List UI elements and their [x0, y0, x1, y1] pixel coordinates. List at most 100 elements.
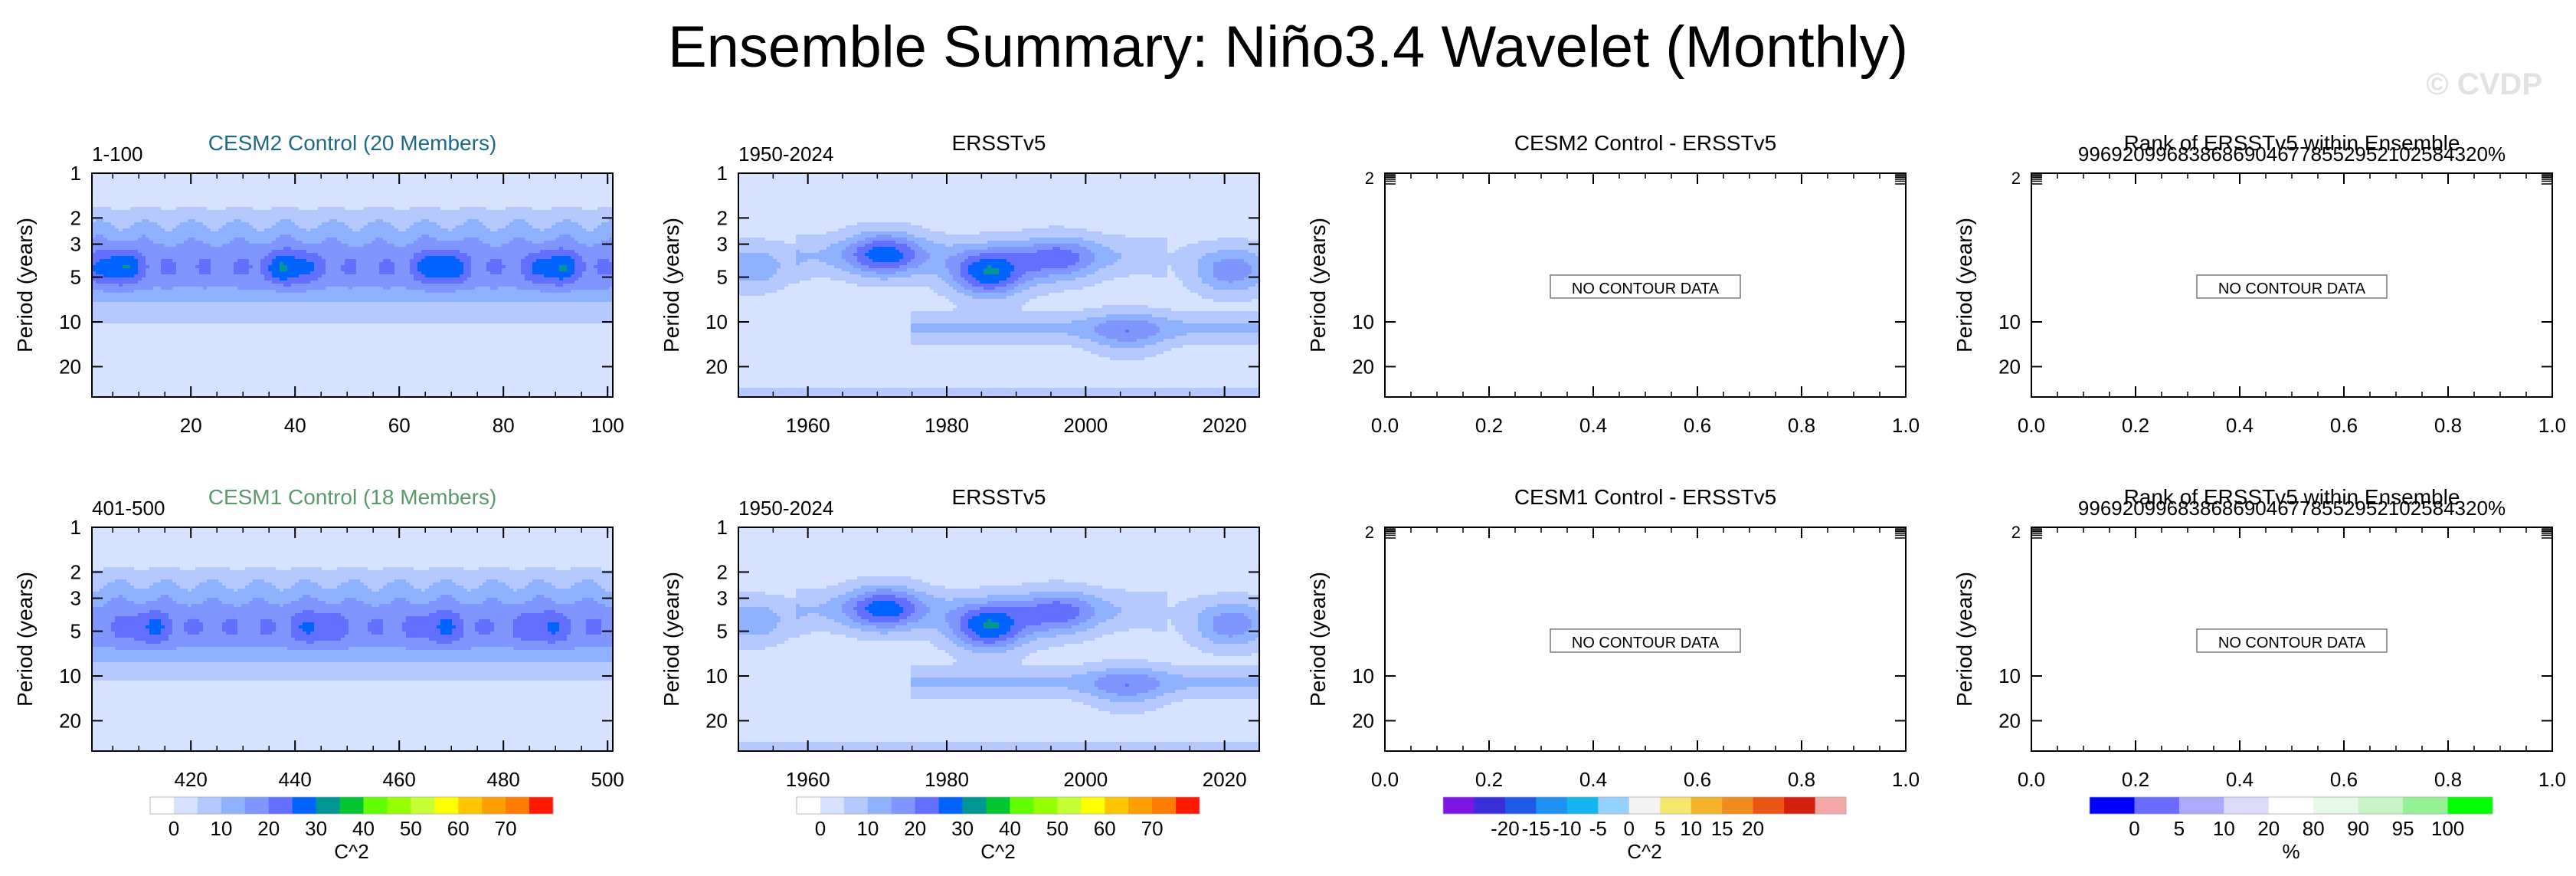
contour-cell: [326, 290, 330, 294]
contour-cell: [322, 265, 326, 269]
contour-cell: [157, 308, 162, 312]
contour-cell: [326, 388, 330, 392]
contour-cell: [184, 259, 188, 263]
contour-cell: [260, 192, 265, 195]
contour-cell: [169, 192, 173, 195]
contour-cell: [218, 192, 223, 195]
contour-cell: [245, 244, 250, 248]
contour-cell: [218, 376, 223, 379]
contour-cell: [191, 247, 196, 251]
contour-cell: [280, 219, 284, 223]
contour-cell: [272, 351, 277, 355]
contour-cell: [341, 339, 345, 343]
contour-cell: [230, 204, 234, 208]
contour-cell: [264, 382, 269, 386]
contour-cell: [260, 259, 265, 263]
contour-cell: [337, 213, 342, 217]
contour-cell: [92, 388, 97, 392]
contour-cell: [203, 379, 208, 382]
contour-cell: [169, 268, 173, 272]
contour-cell: [241, 284, 246, 287]
contour-cell: [318, 189, 322, 192]
contour-cell: [306, 256, 311, 260]
contour-cell: [234, 210, 238, 214]
contour-cell: [184, 382, 188, 386]
contour-cell: [96, 326, 100, 330]
contour-cell: [237, 176, 242, 180]
contour-cell: [322, 176, 326, 180]
contour-cell: [96, 339, 100, 343]
contour-cell: [303, 262, 307, 266]
contour-cell: [149, 259, 154, 263]
contour-cell: [337, 317, 342, 321]
contour-cell: [337, 241, 342, 244]
contour-cell: [310, 235, 315, 238]
contour-cell: [226, 268, 231, 272]
contour-cell: [180, 235, 185, 238]
contour-cell: [100, 225, 104, 229]
contour-cell: [218, 271, 223, 275]
contour-cell: [149, 241, 154, 244]
contour-cell: [299, 320, 303, 324]
contour-cell: [326, 351, 330, 355]
contour-cell: [126, 176, 131, 180]
contour-cell: [230, 287, 234, 290]
contour-cell: [249, 253, 254, 257]
contour-cell: [172, 235, 177, 238]
contour-cell: [329, 382, 334, 386]
contour-cell: [295, 244, 299, 248]
contour-cell: [345, 305, 349, 309]
contour-cell: [322, 253, 326, 257]
contour-cell: [199, 345, 204, 349]
contour-cell: [119, 339, 123, 343]
contour-cell: [237, 281, 242, 284]
contour-cell: [287, 185, 292, 189]
contour-cell: [126, 290, 131, 294]
contour-cell: [337, 363, 342, 367]
contour-cell: [253, 262, 257, 266]
contour-cell: [126, 210, 131, 214]
contour-cell: [100, 274, 104, 278]
contour-cell: [184, 379, 188, 382]
contour-cell: [226, 345, 231, 349]
contour-cell: [142, 330, 146, 333]
contour-cell: [184, 225, 188, 229]
contour-cell: [103, 330, 108, 333]
contour-cell: [337, 333, 342, 336]
contour-cell: [146, 363, 150, 367]
contour-cell: [272, 281, 277, 284]
contour-cell: [264, 192, 269, 195]
contour-cell: [303, 382, 307, 386]
contour-cell: [203, 238, 208, 241]
contour-cell: [295, 176, 299, 180]
contour-cell: [303, 247, 307, 251]
contour-cell: [96, 388, 100, 392]
contour-cell: [96, 385, 100, 389]
contour-cell: [222, 287, 227, 290]
contour-cell: [226, 265, 231, 269]
contour-cell: [322, 185, 326, 189]
contour-cell: [176, 369, 181, 373]
contour-cell: [253, 363, 257, 367]
contour-cell: [111, 336, 116, 340]
contour-cell: [111, 244, 116, 248]
contour-cell: [241, 231, 246, 235]
contour-cell: [314, 231, 319, 235]
contour-cell: [172, 216, 177, 220]
contour-cell: [264, 225, 269, 229]
contour-cell: [214, 274, 219, 278]
contour-cell: [226, 192, 231, 195]
contour-cell: [268, 336, 273, 340]
contour-cell: [276, 198, 280, 202]
contour-cell: [142, 296, 146, 300]
contour-cell: [126, 247, 131, 251]
contour-cell: [169, 247, 173, 251]
contour-cell: [257, 271, 261, 275]
contour-cell: [161, 330, 165, 333]
contour-cell: [268, 357, 273, 361]
contour-cell: [203, 198, 208, 202]
contour-cell: [203, 277, 208, 281]
contour-cell: [318, 219, 322, 223]
contour-cell: [157, 302, 162, 306]
contour-cell: [326, 259, 330, 263]
